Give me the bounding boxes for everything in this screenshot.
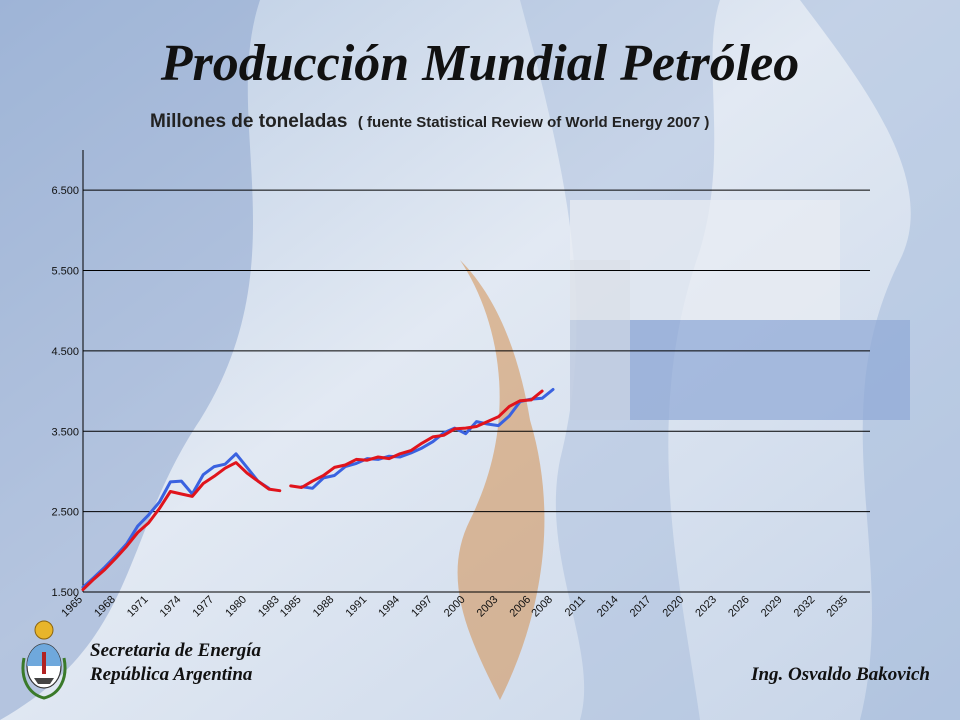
x-tick-label: 2008 — [529, 594, 555, 620]
x-tick-label: 2006 — [507, 594, 533, 620]
x-tick-label: 2014 — [595, 594, 621, 620]
x-tick-label: 1977 — [190, 594, 216, 620]
chart-title: Producción Mundial Petróleo — [160, 35, 800, 92]
x-tick-label: 2000 — [442, 594, 468, 620]
x-tick-label: 1988 — [311, 594, 337, 620]
x-tick-label: 2020 — [661, 594, 687, 620]
x-tick-label: 2029 — [759, 594, 785, 620]
argentina-coat-of-arms-icon — [21, 620, 67, 700]
x-tick-label: 2026 — [726, 594, 752, 620]
subtitle-units: Millones de toneladas — [150, 111, 348, 132]
x-tick-label: 1971 — [125, 594, 151, 620]
x-tick-label: 1997 — [409, 594, 435, 620]
x-tick-label: 2032 — [792, 594, 818, 620]
x-tick-label: 2011 — [563, 594, 588, 619]
x-tick-label: 1991 — [344, 594, 370, 620]
y-tick-label: 6.500 — [51, 185, 79, 197]
subtitle-source: ( fuente Statistical Review of World Ene… — [357, 114, 710, 131]
x-tick-label: 1974 — [158, 594, 184, 620]
axes — [82, 150, 870, 593]
x-tick-label: 1968 — [92, 594, 118, 620]
x-tick-label: 2017 — [628, 594, 654, 620]
y-tick-label: 2.500 — [51, 507, 79, 519]
chart-subtitle: Millones de toneladas ( fuente Statistic… — [150, 111, 709, 133]
x-tick-label: 2023 — [693, 594, 719, 620]
series-line-red — [81, 461, 282, 592]
footer-secretaria: Secretaria de Energía — [90, 640, 261, 661]
x-tick-label: 1983 — [256, 594, 282, 620]
footer-republica: República Argentina — [90, 664, 253, 685]
x-tick-label: 1994 — [376, 594, 402, 620]
y-tick-label: 5.500 — [51, 266, 79, 278]
y-tick-labels: 1.500 2.500 3.500 4.500 5.500 6.500 — [51, 185, 79, 599]
x-tick-label: 1985 — [278, 594, 304, 620]
series-line-blue — [300, 388, 555, 490]
y-tick-label: 1.500 — [51, 587, 79, 599]
series-line-blue — [81, 452, 271, 589]
y-tick-label: 3.500 — [51, 426, 79, 438]
x-tick-label: 1980 — [223, 594, 249, 620]
x-tick-label: 2003 — [475, 594, 501, 620]
y-tick-label: 4.500 — [51, 346, 79, 358]
data-series — [81, 388, 555, 592]
series-line-red — [289, 389, 544, 489]
x-tick-label: 2035 — [824, 594, 850, 620]
grid-lines — [83, 189, 870, 513]
footer-author: Ing. Osvaldo Bakovich — [751, 664, 930, 685]
